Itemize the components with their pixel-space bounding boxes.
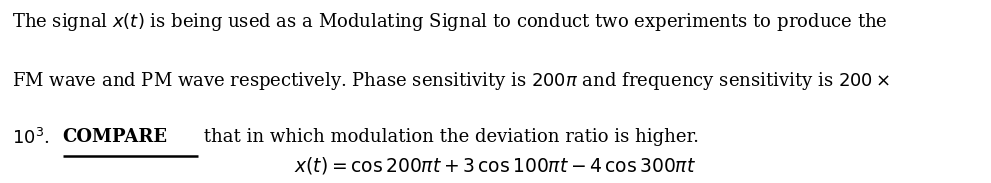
Text: FM wave and PM wave respectively. Phase sensitivity is $200\pi$ and frequency se: FM wave and PM wave respectively. Phase … <box>12 70 890 92</box>
Text: $x(t) = \cos 200\pi t + 3\,\cos 100\pi t - 4\,\cos 300\pi t$: $x(t) = \cos 200\pi t + 3\,\cos 100\pi t… <box>294 155 697 176</box>
Text: COMPARE: COMPARE <box>62 128 167 146</box>
Text: that in which modulation the deviation ratio is higher.: that in which modulation the deviation r… <box>198 128 699 146</box>
Text: The signal $x(t)$ is being used as a Modulating Signal to conduct two experiment: The signal $x(t)$ is being used as a Mod… <box>12 11 888 33</box>
Text: $10^3$.: $10^3$. <box>12 128 52 148</box>
